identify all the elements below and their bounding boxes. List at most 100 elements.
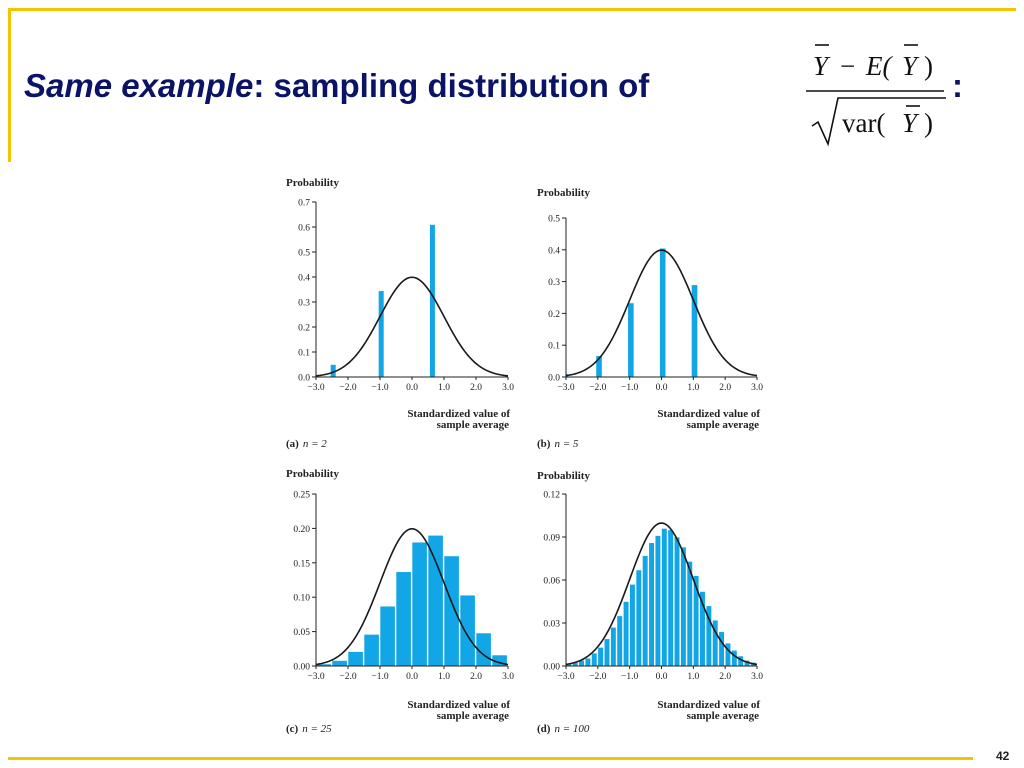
formula-num-close: ) [924, 51, 933, 81]
chart-4-xtick-label-6: 2.0 [719, 672, 731, 682]
chart-1-caption-letter: (a) [286, 438, 299, 450]
chart-4-xtick-label-3: −1.0 [621, 672, 638, 682]
chart-4-bar-25 [718, 631, 725, 667]
chart-3-ytick-label-4: 0.15 [293, 559, 310, 569]
chart-3-bar-6 [395, 571, 412, 667]
chart-2-xtick-label-6: 2.0 [719, 383, 731, 393]
chart-4-bar-14 [648, 542, 655, 667]
chart-3-bar-8 [427, 534, 444, 667]
chart-4-bar-10 [622, 601, 630, 667]
formula-den-var: var( [842, 108, 885, 138]
chart-2-ytick-label-2: 0.1 [548, 342, 560, 352]
chart-1-xtick-label-3: −1.0 [371, 383, 388, 393]
chart-1-xtick-label-5: 1.0 [438, 383, 450, 393]
chart-2-xlabel-line-1: Standardized value of [657, 408, 760, 420]
chart-2-caption: (b) n = 5 [537, 438, 579, 450]
frame-left-rule [8, 8, 11, 162]
chart-4-bar-13 [642, 555, 649, 667]
chart-2-ytick-label-4: 0.3 [548, 278, 560, 288]
chart-4-bar-7 [603, 638, 611, 667]
chart-1-xtick-label-4: 0.0 [406, 383, 418, 393]
formula-den-y: Y [902, 108, 920, 138]
chart-3-xtick-label-4: 0.0 [406, 672, 418, 682]
formula-num-y: Y [813, 51, 831, 81]
sqrt-sign [811, 97, 946, 147]
chart-3-ylabel: Probability [286, 468, 339, 480]
chart-1-ytick-label-1: 0.0 [298, 374, 310, 384]
chart-3-bar-5 [379, 605, 396, 667]
chart-3-xlabel-line-1: Standardized value of [407, 699, 510, 711]
chart-2-xtick-label-5: 1.0 [687, 383, 699, 393]
chart-2-xtick-label-2: −2.0 [589, 383, 606, 393]
chart-4-bar-18 [673, 536, 681, 667]
chart-3-xtick-label-6: 2.0 [470, 672, 482, 682]
chart-3-caption: (c) n = 25 [286, 723, 332, 735]
chart-1-xlabel-line-1: Standardized value of [407, 408, 510, 420]
chart-4-xtick-label-7: 3.0 [751, 672, 763, 682]
chart-4-ytick-label-5: 0.12 [543, 491, 560, 501]
chart-4-bar-5 [591, 652, 598, 667]
chart-1-ytick-label-8: 0.7 [298, 199, 310, 209]
chart-3-bar-7 [411, 541, 428, 667]
chart-3-xlabel-line-2: sample average [437, 710, 510, 722]
chart-4-ytick-label-4: 0.09 [543, 534, 560, 544]
chart-1-normal-curve [315, 276, 509, 377]
chart-3-bar-3 [347, 651, 364, 667]
chart-4-caption: (d) n = 100 [537, 723, 590, 735]
chart-3-caption-n: n = 25 [302, 723, 332, 735]
chart-4-caption-letter: (d) [537, 723, 551, 735]
chart-2-xtick-label-4: 0.0 [656, 383, 668, 393]
chart-4-bar-17 [667, 529, 674, 667]
chart-3-bar-2 [331, 660, 348, 667]
chart-4-bar-21 [693, 575, 700, 667]
chart-3-ytick-label-5: 0.20 [293, 525, 310, 535]
chart-4-xlabel-line-1: Standardized value of [657, 699, 760, 711]
chart-4-bar-19 [680, 546, 687, 667]
chart-2-caption-letter: (b) [537, 438, 551, 450]
chart-2-ytick-label-3: 0.2 [548, 310, 560, 320]
chart-2-ytick-label-5: 0.4 [548, 246, 560, 256]
chart-1-xtick-label-7: 3.0 [502, 383, 514, 393]
chart-1-xtick-label-2: −2.0 [339, 383, 356, 393]
chart-3-xtick-label-1: −3.0 [307, 672, 324, 682]
chart-1-xlabel-line-2: sample average [437, 419, 510, 431]
chart-1-caption-n: n = 2 [303, 438, 327, 450]
chart-4-xtick-label-1: −3.0 [557, 672, 574, 682]
chart-1-ylabel: Probability [286, 177, 339, 189]
chart-1-ytick-label-6: 0.5 [298, 249, 310, 259]
chart-4-ytick-label-2: 0.03 [543, 620, 560, 630]
chart-4-caption-n: n = 100 [554, 723, 589, 735]
chart-2-ytick-label-1: 0.0 [548, 374, 560, 384]
chart-3-caption-letter: (c) [286, 723, 299, 735]
chart-4-bar-27 [731, 649, 738, 667]
frame-bottom-rule [8, 757, 973, 760]
chart-4-xtick-label-2: −2.0 [589, 672, 606, 682]
chart-2-bar-3 [627, 302, 635, 378]
chart-1-bar-3 [429, 224, 436, 378]
chart-4-bar-11 [629, 583, 636, 667]
chart-3-xtick-label-2: −2.0 [339, 672, 356, 682]
chart-3-ytick-label-2: 0.05 [293, 628, 310, 638]
chart-4-bar-9 [616, 615, 623, 667]
chart-1-ytick-label-2: 0.1 [298, 349, 310, 359]
chart-2-xtick-label-3: −1.0 [621, 383, 638, 393]
chart-3-xtick-label-3: −1.0 [371, 672, 388, 682]
chart-3-xtick-label-7: 3.0 [502, 672, 514, 682]
chart-4-bar-16 [661, 528, 668, 667]
chart-1-ytick-label-5: 0.4 [298, 274, 310, 284]
chart-4-xtick-label-4: 0.0 [656, 672, 668, 682]
chart-1-caption: (a) n = 2 [286, 438, 327, 450]
chart-3-ytick-label-6: 0.25 [293, 491, 310, 501]
formula-num-y2: Y [902, 51, 920, 81]
chart-3-xtick-label-5: 1.0 [438, 672, 450, 682]
chart-4-ylabel: Probability [537, 470, 590, 482]
chart-4-xtick-label-5: 1.0 [687, 672, 699, 682]
chart-4-bar-8 [610, 626, 617, 667]
formula-den-close: ) [924, 108, 933, 138]
chart-4-ytick-label-3: 0.06 [543, 577, 560, 587]
chart-4-ytick-label-1: 0.00 [543, 663, 560, 673]
chart-3-bar-4 [363, 634, 380, 667]
chart-4-bar-12 [635, 569, 642, 667]
standardized-mean-formula: Y − E( Y ) var( Y ) [806, 44, 946, 147]
